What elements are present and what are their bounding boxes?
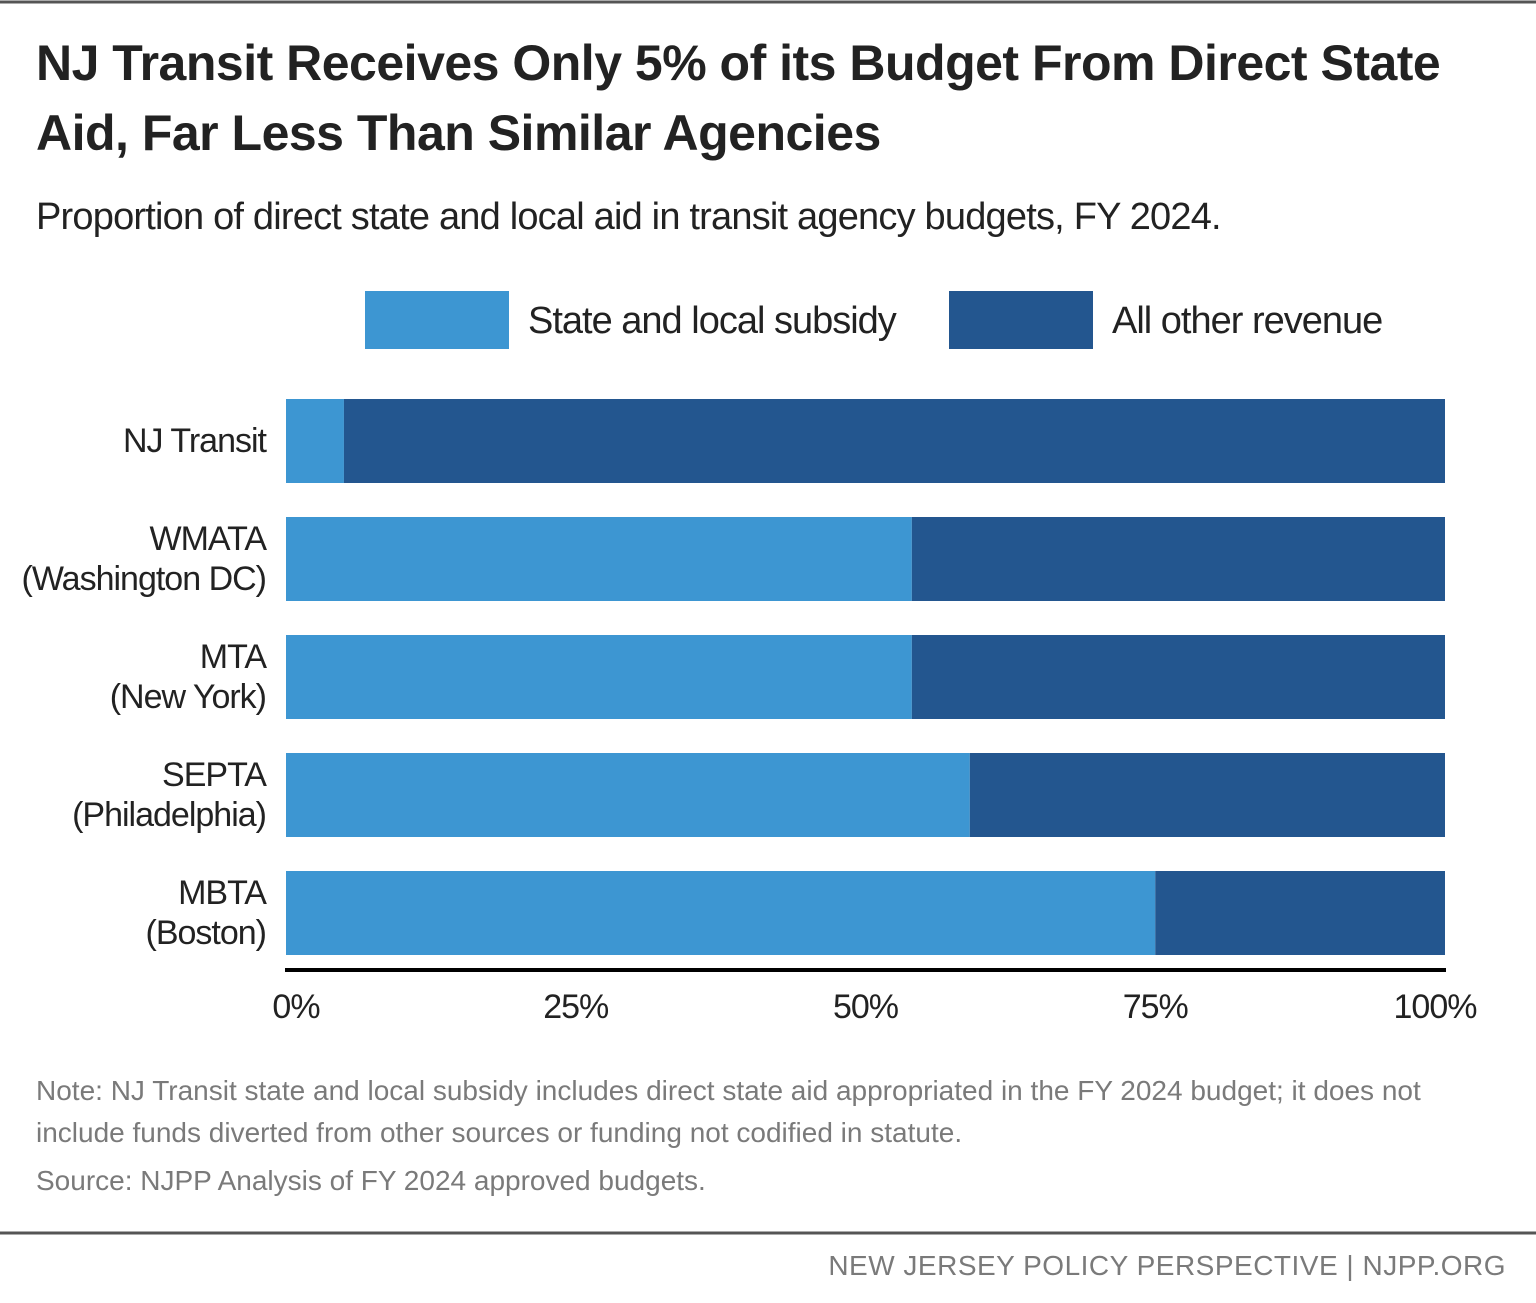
bar-segment (343, 399, 1446, 483)
bar-segment (286, 753, 970, 837)
bar-segment (286, 635, 912, 719)
legend-swatch (365, 291, 509, 349)
x-tick-label: 0% (272, 988, 320, 1026)
bar-segment (286, 399, 344, 483)
y-tick-label: MTA (New York) (109, 638, 267, 716)
y-tick-label: NJ Transit (122, 422, 267, 460)
bar-segment (969, 753, 1445, 837)
bar-segment (286, 871, 1156, 955)
y-tick-label: WMATA (Washington DC) (21, 520, 267, 598)
x-tick-label: 50% (832, 988, 899, 1026)
y-tick-label: MBTA (Boston) (145, 874, 267, 952)
footer: NEW JERSEY POLICY PERSPECTIVE | NJPP.ORG (828, 1250, 1506, 1281)
x-tick-label: 100% (1393, 988, 1478, 1026)
chart-title: NJ Transit Receives Only 5% of its Budge… (36, 35, 1441, 161)
chart-subtitle: Proportion of direct state and local aid… (36, 196, 1222, 238)
y-tick-label: SEPTA (Philadelphia) (72, 756, 267, 834)
source: Source: NJPP Analysis of FY 2024 approve… (36, 1165, 706, 1196)
legend-label: State and local subsidy (528, 300, 897, 342)
legend-label: All other revenue (1112, 300, 1383, 342)
bar-segment (286, 517, 912, 601)
note: Note: NJ Transit state and local subsidy… (36, 1075, 1421, 1148)
legend-swatch (949, 291, 1093, 349)
bar-segment (1155, 871, 1445, 955)
bar-segment (911, 517, 1445, 601)
bar-segment (911, 635, 1445, 719)
x-tick-label: 75% (1122, 988, 1189, 1026)
x-tick-label: 25% (543, 988, 609, 1026)
